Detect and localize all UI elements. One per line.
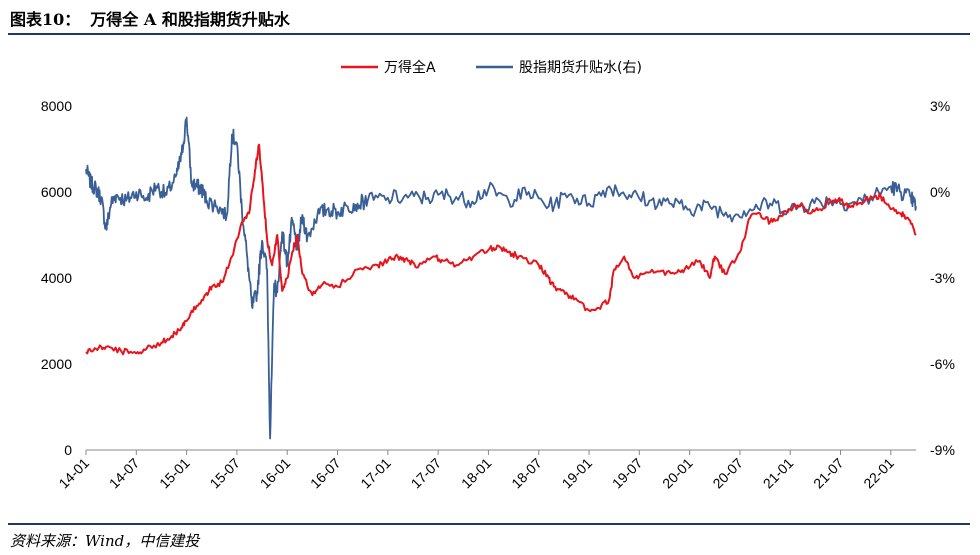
line-chart: 0 2000 4000 6000 8000 -9% -6% -3% 0% 3% 14-01 14-07… xyxy=(41,59,955,492)
source-note: 资料来源：Wind，中信建投 xyxy=(10,532,200,550)
x-tick-label: 19-01 xyxy=(559,455,596,492)
y-right-tick-label: -6% xyxy=(930,356,955,372)
title-rule xyxy=(8,33,970,35)
x-tick-label: 19-07 xyxy=(609,455,646,492)
source-rule xyxy=(8,523,970,525)
series-line-basis xyxy=(85,116,917,440)
x-tick-label: 16-07 xyxy=(307,455,344,492)
figure-title: 图表10： 万得全 A 和股指期货升贴水 xyxy=(10,6,290,30)
x-tick-label: 21-07 xyxy=(810,455,847,492)
y-left-tick-label: 4000 xyxy=(41,270,72,286)
figure-number: 图表10： xyxy=(10,10,81,29)
x-tick-label: 18-07 xyxy=(508,455,545,492)
y-left-tick-label: 2000 xyxy=(41,356,72,372)
legend-label-basis: 股指期货升贴水(右) xyxy=(519,59,642,76)
x-tick-label: 14-07 xyxy=(106,455,143,492)
y-right-tick-label: 0% xyxy=(930,184,950,200)
y-left-tick-label: 0 xyxy=(64,442,72,458)
x-tick-label: 17-07 xyxy=(408,455,445,492)
y-right-tick-label: -3% xyxy=(930,270,955,286)
x-tick-label: 20-01 xyxy=(659,455,696,492)
x-tick-label: 17-01 xyxy=(357,455,394,492)
x-tick-label: 22-01 xyxy=(860,455,897,492)
series-line-wind-a xyxy=(85,143,917,356)
x-tick-label: 21-01 xyxy=(760,455,797,492)
figure-header: 图表10： 万得全 A 和股指期货升贴水 xyxy=(0,0,980,34)
x-tick-label: 15-01 xyxy=(156,455,193,492)
x-tick-label: 16-01 xyxy=(257,455,294,492)
x-tick-label: 14-01 xyxy=(55,455,92,492)
y-left-tick-label: 8000 xyxy=(41,98,72,114)
x-tick-label: 20-07 xyxy=(709,455,746,492)
y-right-tick-label: 3% xyxy=(930,98,950,114)
y-left-tick-label: 6000 xyxy=(41,184,72,200)
x-tick-label: 18-01 xyxy=(458,455,495,492)
y-right-tick-label: -9% xyxy=(930,442,955,458)
legend-label-wind-a: 万得全A xyxy=(384,59,436,76)
figure-title-text: 万得全 A 和股指期货升贴水 xyxy=(90,10,290,29)
x-tick-label: 15-07 xyxy=(206,455,243,492)
